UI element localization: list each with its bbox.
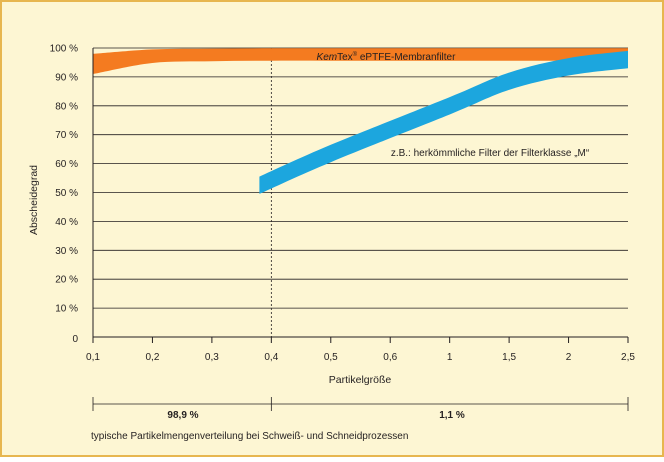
grid-lines [93, 47, 628, 337]
kemtex-series-label: KemTex® ePTFE-Membranfilter [317, 51, 457, 63]
kemtex-label-italic: Kem [317, 52, 338, 63]
x-tick-label: 0,2 [145, 352, 159, 363]
x-tick-label: 0,5 [324, 352, 338, 363]
x-tick-label: 1,5 [502, 352, 516, 363]
distribution-bracket [92, 397, 629, 411]
x-axis-label: Partikelgröße [329, 374, 392, 386]
y-tick-label: 10 % [55, 304, 78, 315]
kemtex-label-reg: ® [353, 51, 358, 58]
kemtex-label-rest: Tex [337, 52, 353, 63]
kemtex-label-suffix: ePTFE-Membranfilter [357, 52, 456, 63]
y-tick-label: 70 % [55, 130, 78, 141]
axes [92, 48, 629, 343]
y-axis-label: Abscheidegrad [28, 165, 40, 235]
y-tick-label: 80 % [55, 101, 78, 112]
y-tick-label: 60 % [55, 159, 78, 170]
x-tick-label: 0,4 [264, 352, 278, 363]
x-tick-label: 2 [566, 352, 572, 363]
y-tick-label: 40 % [55, 217, 78, 228]
y-tick-labels: 0 10 % 20 % 30 % 40 % 50 % 60 % 70 % 80 % 90 % 100… [50, 44, 79, 346]
conventional-filter-band [259, 50, 628, 194]
y-tick-label: 30 % [55, 246, 78, 257]
distribution-caption: typische Partikelmengenverteilung bei Sc… [91, 431, 408, 442]
distribution-left-value: 98,9 % [167, 410, 198, 421]
conventional-series-label: z.B.: herkömmliche Filter der Filterklas… [391, 148, 589, 159]
y-tick-label: 0 [72, 334, 78, 345]
x-tick-label: 0,3 [205, 352, 219, 363]
x-tick-label: 0,6 [383, 352, 397, 363]
x-tick-labels: 0,1 0,2 0,3 0,4 0,5 0,6 1 1,5 2 2,5 [86, 352, 635, 363]
y-tick-label: 100 % [50, 44, 78, 55]
series-bands [93, 48, 628, 194]
kemtex-band [93, 48, 628, 74]
x-tick-label: 0,1 [86, 352, 100, 363]
y-tick-label: 50 % [55, 188, 78, 199]
distribution-right-value: 1,1 % [439, 410, 465, 421]
y-tick-label: 90 % [55, 72, 78, 83]
x-tick-label: 1 [447, 352, 453, 363]
x-tick-label: 2,5 [621, 352, 635, 363]
y-tick-label: 20 % [55, 275, 78, 286]
